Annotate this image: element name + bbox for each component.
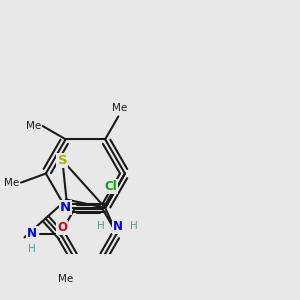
Text: O: O: [57, 221, 67, 234]
Text: Me: Me: [112, 103, 127, 113]
Text: Me: Me: [26, 121, 41, 131]
Text: N: N: [27, 227, 37, 240]
Text: H: H: [97, 221, 105, 231]
Text: S: S: [58, 154, 67, 167]
Text: Me: Me: [4, 178, 19, 188]
Text: Cl: Cl: [105, 180, 118, 194]
Text: H: H: [130, 221, 138, 231]
Text: H: H: [28, 244, 36, 254]
Text: Me: Me: [58, 274, 74, 284]
Text: N: N: [113, 220, 123, 233]
Text: N: N: [60, 201, 71, 214]
